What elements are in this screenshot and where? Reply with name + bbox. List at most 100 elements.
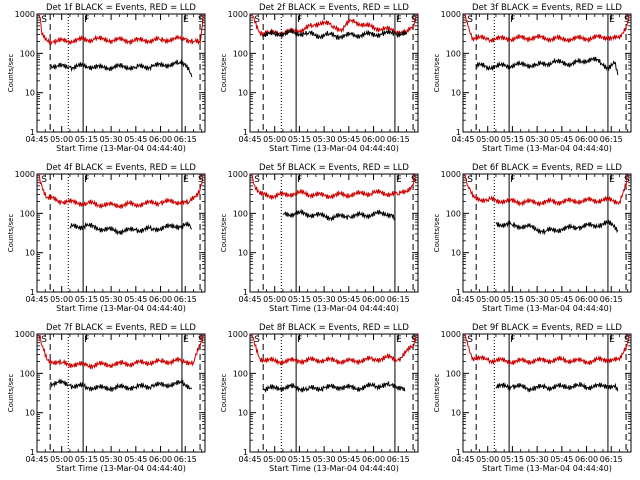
series-line-events [49,378,193,393]
marker-f: F [297,175,302,185]
x-tick-label: 05:15 [501,455,524,464]
y-tick-label: 100 [446,49,461,58]
marker-f: F [84,175,89,185]
x-tick-label: 05:45 [337,455,360,464]
chart-panel-1: Det 1f BLACK = Events, RED = LLD 1 10 100 10… [7,3,206,153]
y-axis-label: Counts/sec [7,374,15,413]
x-tick-label: 05:15 [288,295,311,304]
x-tick-label: 06:15 [600,455,623,464]
x-axis-label: Start Time (13-Mar-04 04:44:40) [269,464,399,473]
x-tick-label: 06:15 [387,135,410,144]
x-tick-label: 05:00 [263,455,286,464]
y-axis-label: Counts/sec [7,54,15,93]
y-tick-label: 1 [30,448,35,457]
x-tick-label: 05:45 [550,295,573,304]
x-axis-label: Start Time (13-Mar-04 04:44:40) [482,144,612,153]
y-tick-label: 10 [25,249,35,258]
x-tick-label: 05:30 [313,135,336,144]
x-tick-label: 05:00 [476,455,499,464]
x-tick-label: 05:30 [526,295,549,304]
x-tick-label: 05:00 [50,295,73,304]
marker-s-end: S [198,15,204,25]
y-tick-label: 10 [238,249,248,258]
y-tick-label: 100 [233,49,248,58]
y-tick-label: 1000 [441,10,461,19]
x-tick-label: 06:15 [600,295,623,304]
marker-e: E [609,175,615,185]
chart-panel-2: Det 2f BLACK = Events, RED = LLD 1 10 100 10… [220,3,419,153]
x-tick-label: 04:45 [451,135,474,144]
x-tick-label: 05:15 [75,135,98,144]
x-tick-label: 05:00 [263,135,286,144]
x-tick-label: 04:45 [238,295,261,304]
plot-frame [462,173,632,293]
y-tick-label: 10 [238,89,248,98]
y-tick-label: 1000 [441,170,461,179]
x-tick-label: 04:45 [238,135,261,144]
y-tick-label: 1000 [228,170,248,179]
y-axis-label: Counts/sec [433,214,441,253]
x-tick-label: 05:30 [313,455,336,464]
chart-panel-7: Det 7f BLACK = Events, RED = LLD 1 10 100 10… [7,323,206,473]
series-line-lld [464,173,630,207]
series-line-events [262,381,406,394]
series-line-events [475,56,619,76]
x-tick-label: 06:00 [149,135,172,144]
x-tick-label: 06:00 [362,455,385,464]
marker-e: E [396,175,402,185]
marker-f: F [84,335,89,345]
x-axis-label: Start Time (13-Mar-04 04:44:40) [56,144,186,153]
x-tick-label: 05:30 [526,135,549,144]
chart-panel-3: Det 3f BLACK = Events, RED = LLD 1 10 100 10… [433,3,632,153]
x-tick-label: 05:15 [288,455,311,464]
marker-s: S [467,15,473,25]
x-tick-label: 05:15 [75,295,98,304]
x-axis-label: Start Time (13-Mar-04 04:44:40) [56,304,186,313]
x-tick-label: 05:00 [476,295,499,304]
series-line-lld [464,333,630,366]
series-line-events [495,219,619,236]
x-tick-label: 05:00 [50,455,73,464]
x-tick-label: 05:45 [550,455,573,464]
marker-s: S [254,15,260,25]
series-line-lld [38,333,204,371]
chart-panel-6: Det 6f BLACK = Events, RED = LLD 1 10 100 10… [433,163,632,313]
plot-frame [36,173,206,293]
marker-e: E [183,15,189,25]
marker-e: E [183,335,189,345]
x-tick-label: 04:45 [25,135,48,144]
x-tick-label: 05:15 [75,455,98,464]
plot-frame [249,13,419,133]
y-tick-label: 100 [233,209,248,218]
x-tick-label: 05:30 [100,455,123,464]
y-tick-label: 1 [243,448,248,457]
x-axis-label: Start Time (13-Mar-04 04:44:40) [482,304,612,313]
y-tick-label: 100 [20,209,35,218]
marker-s-end: S [411,335,417,345]
y-axis-label: Counts/sec [220,214,228,253]
marker-f: F [297,335,302,345]
x-tick-label: 06:15 [174,135,197,144]
x-tick-label: 04:45 [451,295,474,304]
y-tick-label: 1000 [228,330,248,339]
chart-title: Det 2f BLACK = Events, RED = LLD [259,3,409,13]
marker-s: S [41,15,47,25]
chart-title: Det 8f BLACK = Events, RED = LLD [259,323,409,333]
y-tick-label: 1000 [15,330,35,339]
marker-s: S [467,335,473,345]
x-tick-label: 04:45 [451,455,474,464]
x-tick-label: 06:15 [174,295,197,304]
y-axis-label: Counts/sec [7,214,15,253]
series-line-events [50,59,193,78]
chart-panel-8: Det 8f BLACK = Events, RED = LLD 1 10 100 10… [220,323,419,473]
x-tick-label: 06:00 [575,135,598,144]
y-tick-label: 10 [451,409,461,418]
y-tick-label: 1000 [15,10,35,19]
y-tick-label: 10 [25,89,35,98]
marker-s-end: S [198,175,204,185]
marker-s: S [254,335,260,345]
x-axis-label: Start Time (13-Mar-04 04:44:40) [269,144,399,153]
y-tick-label: 10 [451,249,461,258]
y-tick-label: 1 [30,128,35,137]
chart-title: Det 9f BLACK = Events, RED = LLD [472,323,622,333]
